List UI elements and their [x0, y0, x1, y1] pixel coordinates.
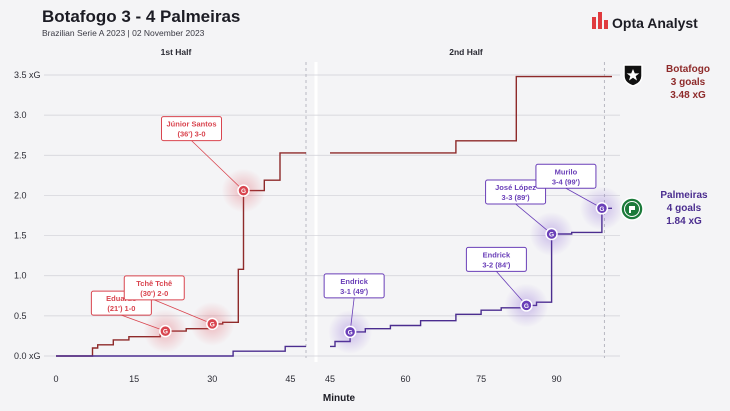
- goal-annotation-box: [535, 163, 597, 189]
- goal-scorer: Júnior Santos: [166, 120, 216, 129]
- y-tick-label: 0.0 xG: [14, 351, 41, 361]
- brand-name: Opta Analyst: [612, 15, 698, 31]
- goal-annotation-box: [465, 246, 527, 272]
- goal-marker: [520, 299, 533, 312]
- team-summaries: Botafogo 3 goals 3.48 xG Palmeiras 4 goals 1.…: [660, 64, 710, 227]
- series-line-palmeiras: [56, 345, 306, 357]
- annotation-connector: [121, 314, 166, 332]
- annotation-connector: [515, 203, 552, 235]
- goal-annotation-box: [161, 116, 222, 142]
- y-tick-label: 1.0: [14, 271, 27, 281]
- opta-mark-icon: [592, 12, 608, 29]
- team-summary-botafogo: 3.48 xG: [670, 90, 706, 101]
- goal-scorer: José López: [495, 183, 536, 192]
- x-tick-label: 45: [325, 374, 335, 384]
- goal-minute-score: (36') 3-0: [177, 130, 205, 139]
- opta-logo: Opta Analyst: [592, 12, 698, 31]
- series-line-botafogo: [330, 75, 612, 154]
- team-summary-palmeiras: 4 goals: [667, 203, 702, 214]
- goal-annotation-box: [323, 273, 385, 299]
- chart-title: Botafogo 3 - 4 Palmeiras: [42, 7, 240, 26]
- goal-minute-score: 3-1 (49'): [340, 287, 369, 296]
- goal-markers: Eduardo(21') 1-0 G Tchê Tchê(30') 2-0 G Júni…: [90, 116, 624, 354]
- goal-minute-score: (21') 1-0: [107, 304, 135, 313]
- x-tick-label: 90: [552, 374, 562, 384]
- y-tick-label: 1.5: [14, 231, 27, 241]
- goal-marker: [595, 202, 609, 215]
- goal-marker-letter: G: [549, 231, 554, 238]
- goal-scorer: Endrick: [340, 277, 368, 286]
- goal-marker-letter: G: [163, 329, 168, 336]
- goal-annotation-box: [123, 275, 185, 301]
- annotation-connector: [154, 299, 213, 325]
- botafogo-crest-icon: [623, 64, 643, 87]
- goal-marker: [343, 325, 357, 339]
- y-tick-label: 2.0: [14, 190, 27, 200]
- annotation-connector: [496, 271, 527, 306]
- team-summary-palmeiras: Palmeiras: [660, 190, 708, 201]
- goal-minute-score: (30') 2-0: [140, 289, 168, 298]
- annotation-connector: [191, 140, 244, 191]
- y-tick-label: 3.5 xG: [14, 70, 41, 80]
- half-panels: 1st Half 0 15 30 45 2nd Half 45 60 75 90: [53, 47, 605, 384]
- x-tick-label: 60: [401, 374, 411, 384]
- team-summary-botafogo: 3 goals: [671, 77, 706, 88]
- goal-marker: [545, 227, 558, 241]
- goal-minute-score: 3-4 (99'): [552, 177, 581, 186]
- goal-scorer: Eduardo: [106, 294, 137, 303]
- x-axis-title: Minute: [323, 393, 356, 404]
- x-tick-label: 75: [476, 374, 486, 384]
- team-summary-botafogo: Botafogo: [666, 64, 710, 75]
- x-tick-label: 45: [285, 374, 295, 384]
- goal-marker-letter: G: [524, 303, 529, 310]
- goal-marker-letter: G: [241, 188, 246, 195]
- y-tick-label: 0.5: [14, 311, 27, 321]
- x-tick-label: 30: [207, 374, 217, 384]
- goal-marker-letter: G: [348, 329, 353, 336]
- goal-scorer: Tchê Tchê: [136, 279, 172, 288]
- annotation-connector: [565, 187, 603, 209]
- goal-scorer: Endrick: [483, 250, 511, 259]
- half-label: 1st Half: [161, 47, 192, 57]
- goal-scorer: Murilo: [555, 167, 578, 176]
- y-tick-label: 2.5: [14, 150, 27, 160]
- y-axis-ticks: 0.0 xG 0.5 1.0 1.5 2.0 2.5 3.0 3.5 xG: [14, 70, 41, 361]
- chart-subtitle: Brazilian Serie A 2023 | 02 November 202…: [42, 28, 205, 38]
- team-summary-palmeiras: 1.84 xG: [666, 216, 702, 227]
- goal-marker: [237, 184, 250, 197]
- x-tick-label: 15: [129, 374, 139, 384]
- goal-marker: [159, 324, 172, 338]
- half-label: 2nd Half: [449, 47, 483, 57]
- goal-marker: [206, 317, 219, 331]
- goal-minute-score: 3-2 (84'): [482, 260, 511, 269]
- goal-marker-letter: G: [599, 206, 604, 213]
- goal-minute-score: 3-3 (89'): [502, 193, 531, 202]
- goal-marker-letter: G: [210, 321, 215, 328]
- goal-annotation-box: [485, 179, 547, 205]
- palmeiras-crest-icon: [620, 197, 644, 221]
- x-tick-label: 0: [53, 374, 58, 384]
- y-tick-label: 3.0: [14, 110, 27, 120]
